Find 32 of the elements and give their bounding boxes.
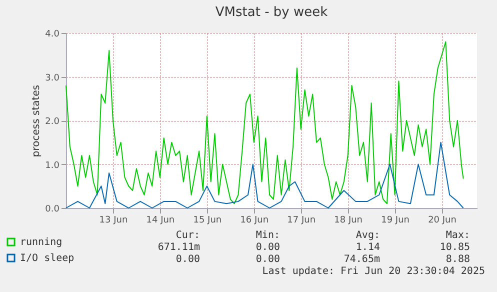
text: Min:: [256, 230, 280, 241]
y-tick-label: 3.0: [45, 73, 60, 84]
line-series: [66, 142, 464, 208]
x-tick-label: 17 Jun: [287, 216, 316, 226]
text: 10.85: [440, 242, 470, 253]
legend-label: I/O sleep: [20, 253, 74, 264]
text: 74.65m: [344, 254, 380, 265]
chart-title: VMstat - by week: [215, 5, 328, 20]
text: Avg:: [356, 230, 380, 241]
x-tick-label: 16 Jun: [240, 216, 269, 226]
x-tick-label: 20 Jun: [428, 216, 456, 226]
x-tick-label: 19 Jun: [381, 216, 410, 226]
y-tick-label: 0.0: [45, 204, 60, 214]
x-tick-label: 13 Jun: [99, 216, 128, 226]
text: 0.00: [256, 242, 280, 253]
x-tick-label: 14 Jun: [146, 216, 175, 226]
text: Cur:: [176, 230, 200, 241]
text: Max:: [446, 230, 470, 241]
text: 671.11m: [158, 242, 200, 253]
x-tick-label: 18 Jun: [334, 216, 363, 226]
text: 8.88: [446, 254, 470, 265]
y-tick-label: 4.0: [45, 30, 60, 40]
text: 0.00: [256, 254, 280, 265]
y-tick-label: 2.0: [45, 117, 60, 127]
y-tick-label: 1.0: [45, 160, 60, 171]
text: 1.14: [356, 242, 380, 253]
text: Last update: Fri Jun 20 23:30:04 2025: [262, 266, 485, 277]
legend-label: running: [20, 237, 62, 248]
x-tick-label: 15 Jun: [193, 216, 222, 226]
text: 0.00: [176, 254, 200, 265]
y-axis-title: process states: [31, 84, 42, 158]
line-series: [66, 41, 464, 204]
